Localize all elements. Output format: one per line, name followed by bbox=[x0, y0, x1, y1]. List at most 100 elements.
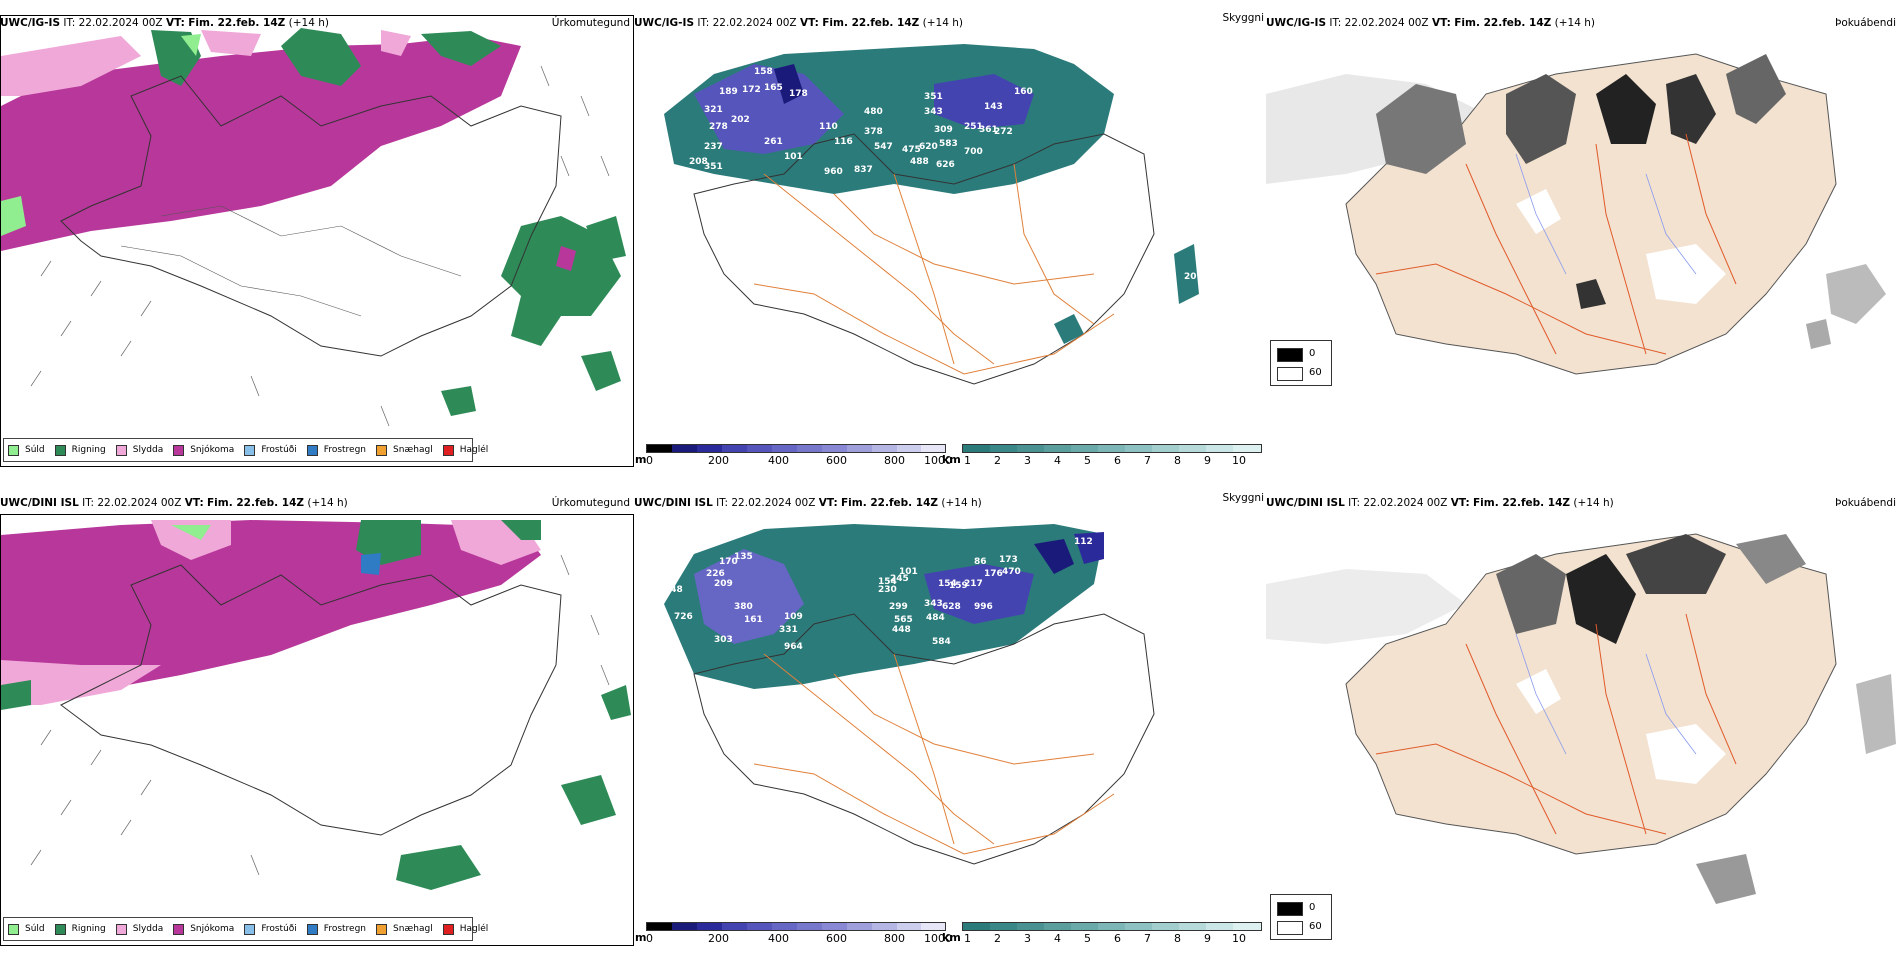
panel-header: UWC/DINI ISL IT: 22.02.2024 00Z VT: Fim.… bbox=[634, 494, 1266, 512]
scale-tick: 3 bbox=[1024, 932, 1031, 945]
fog-panel-bottom: UWC/DINI ISL IT: 22.02.2024 00Z VT: Fim.… bbox=[1266, 494, 1898, 966]
svg-text:626: 626 bbox=[936, 160, 955, 170]
vt-value: Fim. 22.feb. 14Z bbox=[207, 497, 305, 509]
fog-legend-swatch bbox=[1277, 921, 1303, 935]
scale-tick: 200 bbox=[708, 932, 729, 945]
lead-time: (+14 h) bbox=[1573, 497, 1614, 509]
svg-text:726: 726 bbox=[674, 612, 693, 622]
legend-label: Rigning bbox=[71, 445, 106, 455]
scale-tick: 8 bbox=[1174, 454, 1181, 467]
legend-label: Snjókoma bbox=[190, 445, 235, 455]
precip-type-map: Súld Rigning Slydda Snjókoma Frostúði Fr… bbox=[0, 514, 634, 946]
svg-text:480: 480 bbox=[864, 107, 883, 117]
legend-label: Frostregn bbox=[323, 924, 367, 934]
svg-text:351: 351 bbox=[924, 92, 943, 102]
legend-swatch bbox=[306, 923, 318, 935]
svg-text:583: 583 bbox=[939, 139, 958, 149]
legend-item: Slydda bbox=[115, 444, 164, 456]
legend-item: Haglél bbox=[442, 444, 489, 456]
vt-value: Fim. 22.feb. 14Z bbox=[188, 17, 286, 29]
legend-swatch bbox=[442, 923, 454, 935]
model-name: UWC/IG-IS bbox=[634, 17, 695, 29]
legend-label: Súld bbox=[25, 445, 45, 455]
legend-label: Slydda bbox=[132, 924, 164, 934]
it-label: IT: bbox=[63, 17, 76, 29]
fog-legend-swatch bbox=[1277, 367, 1303, 381]
precip-type-panel-top: UWC/IG-IS IT: 22.02.2024 00Z VT: Fim. 22… bbox=[0, 14, 634, 486]
scale-tick: 800 bbox=[884, 932, 905, 945]
svg-text:112: 112 bbox=[1074, 537, 1093, 547]
svg-text:178: 178 bbox=[789, 89, 808, 99]
svg-text:154: 154 bbox=[878, 577, 897, 587]
legend-label: Haglél bbox=[459, 445, 489, 455]
scale-tick: 1 bbox=[964, 454, 971, 467]
vt-label: VT: bbox=[184, 497, 204, 509]
legend-label: Snæhagl bbox=[393, 924, 433, 934]
visibility-map: 170 135 226 209 648 726 380 161 109 331 964 303 15… bbox=[634, 514, 1266, 914]
svg-text:217: 217 bbox=[964, 579, 983, 589]
svg-text:209: 209 bbox=[714, 579, 733, 589]
vt-label: VT: bbox=[818, 497, 838, 509]
panel-title: Skyggni bbox=[1222, 12, 1265, 24]
scale-tick: 1000 bbox=[924, 454, 952, 467]
svg-text:109: 109 bbox=[784, 612, 803, 622]
scale-tick: 0 bbox=[646, 454, 653, 467]
svg-text:226: 226 bbox=[706, 569, 725, 579]
legend-item: Frostúði bbox=[244, 923, 297, 935]
svg-text:86: 86 bbox=[974, 557, 987, 567]
svg-text:245: 245 bbox=[890, 574, 909, 584]
legend-swatch bbox=[306, 444, 318, 456]
svg-text:964: 964 bbox=[784, 642, 803, 652]
legend-label: Haglél bbox=[459, 924, 489, 934]
panel-header: UWC/IG-IS IT: 22.02.2024 00Z VT: Fim. 22… bbox=[1266, 14, 1898, 32]
svg-text:154: 154 bbox=[938, 579, 957, 589]
legend-label: Frostúði bbox=[261, 924, 297, 934]
svg-text:576: 576 bbox=[754, 192, 773, 202]
legend-item: Snjókoma bbox=[173, 444, 235, 456]
svg-text:172: 172 bbox=[742, 85, 761, 95]
visibility-scale-km: 1 2 3 4 5 6 7 8 9 10 bbox=[962, 922, 1262, 948]
it-label: IT: bbox=[697, 17, 710, 29]
it-value: 22.02.2024 00Z bbox=[1363, 497, 1448, 509]
legend-swatch bbox=[244, 923, 256, 935]
svg-text:176: 176 bbox=[984, 569, 1003, 579]
visibility-panel-bottom: UWC/DINI ISL IT: 22.02.2024 00Z VT: Fim.… bbox=[634, 492, 1266, 966]
legend-item: Frostregn bbox=[306, 444, 366, 456]
svg-text:470: 470 bbox=[1002, 567, 1021, 577]
fog-legend-top: 0 60 bbox=[1270, 340, 1332, 386]
legend-item: Slydda bbox=[115, 923, 164, 935]
legend-swatch bbox=[173, 923, 185, 935]
model-name: UWC/DINI ISL bbox=[634, 497, 713, 509]
legend-label: Snæhagl bbox=[393, 445, 433, 455]
model-name: UWC/DINI ISL bbox=[1266, 497, 1345, 509]
panel-header: UWC/IG-IS IT: 22.02.2024 00Z VT: Fim. 22… bbox=[634, 14, 1266, 32]
svg-text:208: 208 bbox=[689, 157, 708, 167]
svg-text:361: 361 bbox=[979, 125, 998, 135]
svg-text:475: 475 bbox=[902, 145, 921, 155]
legend-label: Rigning bbox=[71, 924, 106, 934]
legend-label: Slydda bbox=[132, 445, 164, 455]
model-name: UWC/IG-IS bbox=[1266, 17, 1327, 29]
scale-tick: 2 bbox=[994, 932, 1001, 945]
scale-tick: 600 bbox=[826, 932, 847, 945]
scale-tick: 2 bbox=[994, 454, 1001, 467]
model-name: UWC/IG-IS bbox=[0, 17, 61, 29]
svg-text:261: 261 bbox=[764, 137, 783, 147]
vt-label: VT: bbox=[1431, 17, 1451, 29]
vt-label: VT: bbox=[165, 17, 185, 29]
legend-swatch bbox=[54, 444, 66, 456]
legend-item: Haglél bbox=[442, 923, 489, 935]
lead-time: (+14 h) bbox=[307, 497, 348, 509]
svg-text:343: 343 bbox=[924, 107, 943, 117]
panel-title: Úrkomutegund bbox=[551, 497, 630, 509]
fog-legend-label: 0 bbox=[1309, 348, 1316, 359]
legend-swatch bbox=[115, 444, 127, 456]
lead-time: (+14 h) bbox=[941, 497, 982, 509]
svg-text:628: 628 bbox=[942, 602, 961, 612]
fog-legend-label: 60 bbox=[1309, 367, 1322, 378]
svg-text:343: 343 bbox=[924, 599, 943, 609]
svg-text:189: 189 bbox=[719, 87, 738, 97]
svg-text:161: 161 bbox=[744, 615, 763, 625]
svg-text:321: 321 bbox=[704, 105, 723, 115]
scale-tick: 400 bbox=[768, 932, 789, 945]
